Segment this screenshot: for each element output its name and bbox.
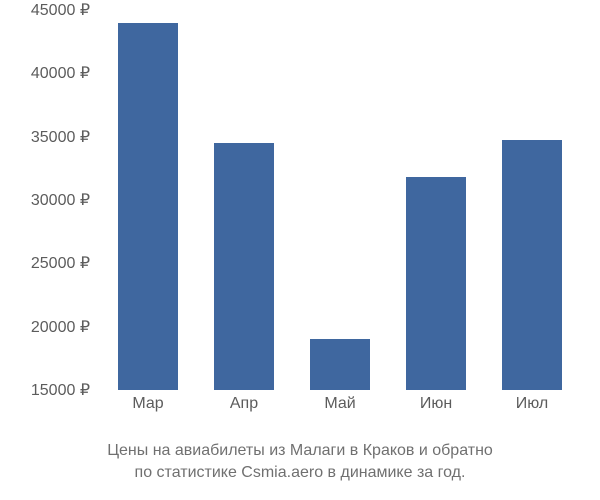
price-bar-chart: 15000 ₽ 20000 ₽ 25000 ₽ 30000 ₽ 35000 ₽ 40000… — [0, 0, 600, 430]
bar — [214, 143, 274, 390]
y-tick-label: 45000 ₽ — [31, 0, 90, 20]
bar — [502, 140, 562, 390]
caption-line-1: Цены на авиабилеты из Малаги в Краков и … — [107, 442, 493, 459]
x-tick-label: Июн — [420, 395, 452, 413]
x-tick-label: Июл — [516, 395, 548, 413]
x-tick-label: Май — [324, 395, 355, 413]
plot-area — [100, 10, 580, 390]
bar — [310, 339, 370, 390]
y-tick-label: 20000 ₽ — [31, 317, 90, 337]
x-tick-label: Мар — [132, 395, 163, 413]
bar — [118, 23, 178, 390]
y-tick-label: 15000 ₽ — [31, 380, 90, 400]
y-tick-label: 25000 ₽ — [31, 253, 90, 273]
y-tick-label: 35000 ₽ — [31, 127, 90, 147]
y-axis: 15000 ₽20000 ₽25000 ₽30000 ₽35000 ₽40000… — [0, 10, 95, 390]
chart-caption: Цены на авиабилеты из Малаги в Краков и … — [0, 440, 600, 485]
y-tick-label: 30000 ₽ — [31, 190, 90, 210]
caption-line-2: по статистике Csmia.aero в динамике за г… — [135, 464, 466, 481]
bar — [406, 177, 466, 390]
y-tick-label: 40000 ₽ — [31, 63, 90, 83]
x-axis: Мар Апр Май Июн Июл — [100, 395, 580, 425]
x-tick-label: Апр — [230, 395, 258, 413]
